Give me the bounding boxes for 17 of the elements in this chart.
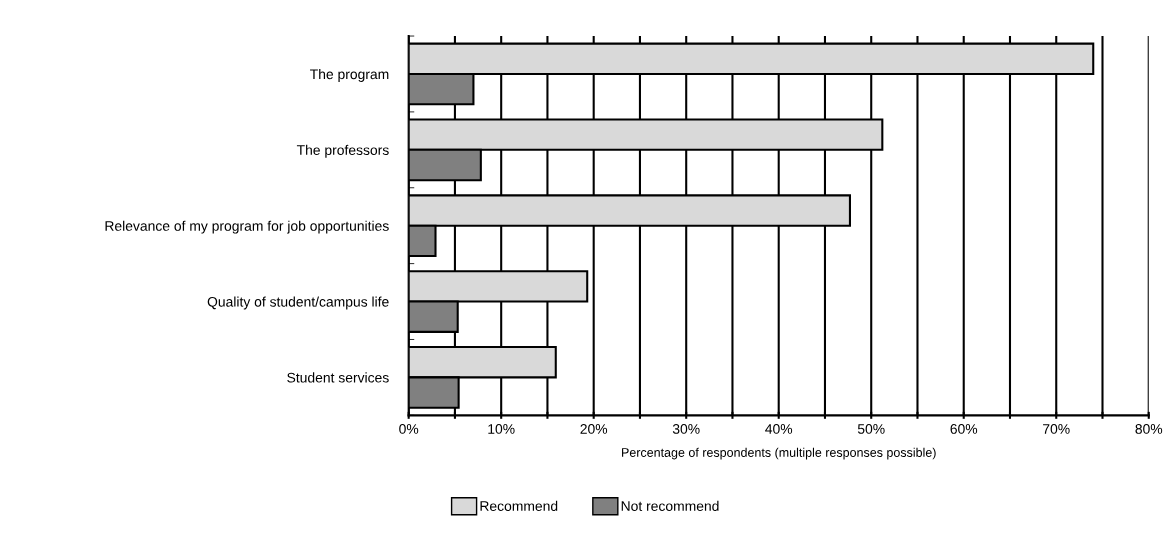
- x-tick-label: 60%: [950, 424, 978, 434]
- x-tick-label: 0%: [399, 424, 419, 434]
- legend-label: Not recommend: [621, 500, 719, 511]
- y-tick-label: Relevance of my program for job opportunities: [105, 220, 389, 234]
- y-tick-label: Quality of student/campus life: [207, 296, 389, 310]
- y-tick-label: The program: [310, 68, 389, 82]
- x-tick-label: 30%: [672, 424, 700, 434]
- y-tick-label: The professors: [296, 144, 389, 158]
- x-tick-label: 80%: [1135, 424, 1163, 434]
- x-tick-label: 50%: [857, 424, 885, 434]
- legend-label: Recommend: [480, 500, 558, 511]
- x-tick-label: 20%: [580, 424, 608, 434]
- x-tick-label: 40%: [765, 424, 793, 434]
- x-tick-label: 70%: [1043, 424, 1070, 434]
- x-axis-title: Percentage of respondents (multiple responses possible): [622, 447, 936, 460]
- x-tick-label: 10%: [488, 424, 515, 434]
- y-tick-label: Student services: [287, 372, 389, 383]
